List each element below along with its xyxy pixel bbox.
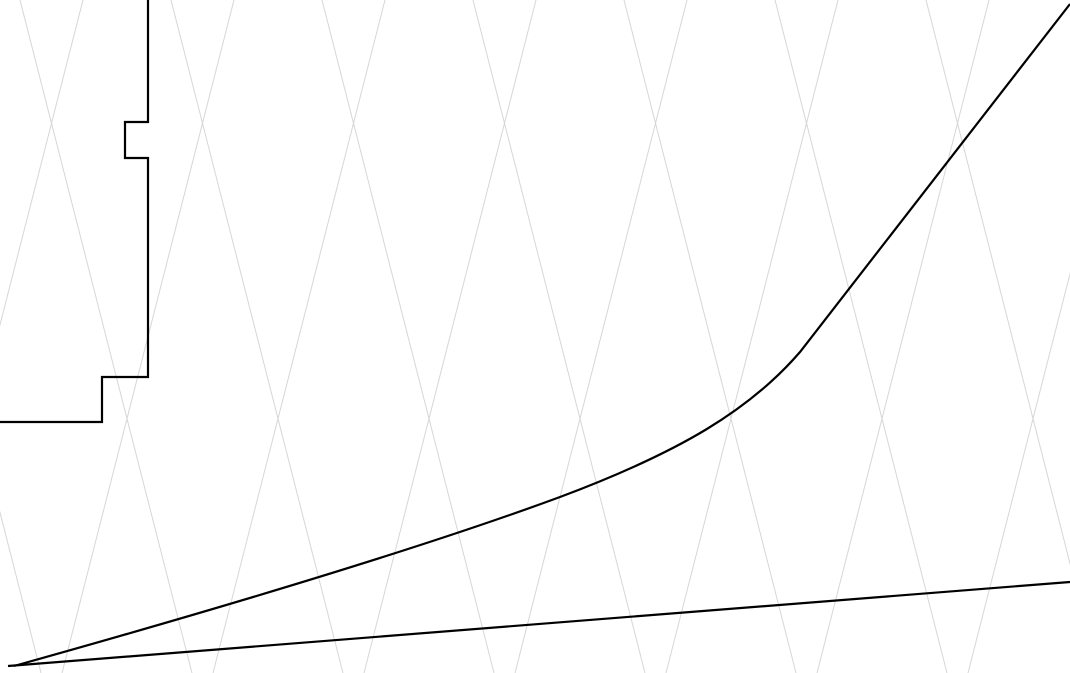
rising-curve <box>13 3 1070 668</box>
grid-line-descending-right <box>0 510 42 673</box>
grid-line-descending-right <box>623 0 797 673</box>
grid-line-descending-right <box>321 0 495 673</box>
stepped-outline <box>0 0 150 424</box>
grid-line-descending-left <box>514 0 688 673</box>
grid-line-descending-right <box>472 0 646 673</box>
grid-line-descending-right <box>170 0 344 673</box>
grid-line-descending-left <box>816 0 990 673</box>
grid-line-descending-right <box>774 0 948 673</box>
grid-line-descending-left <box>665 0 839 673</box>
grid-line-descending-left <box>967 271 1070 673</box>
grid-line-descending-left <box>212 0 386 673</box>
grid-line-descending-left <box>0 0 84 327</box>
grid-line-descending-left <box>363 0 537 673</box>
grid-line-descending-right <box>19 0 193 673</box>
low-slope-line <box>7 580 1070 668</box>
grid-line-descending-right <box>925 0 1070 566</box>
